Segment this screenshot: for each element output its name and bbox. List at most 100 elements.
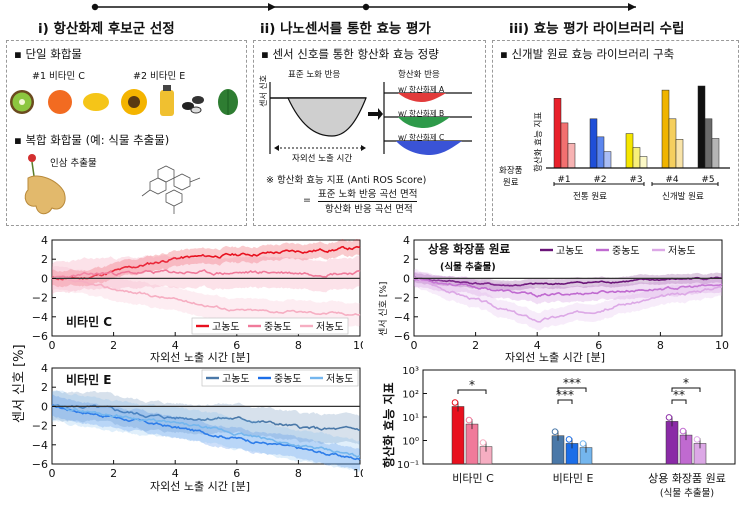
significance-mark: * [469, 378, 475, 392]
legend-label-3: 저농도 [668, 245, 696, 257]
significance-mark: * [683, 376, 689, 390]
kiwi-icon [10, 90, 34, 114]
ratio-denominator: 항산화 반응 곡선 면적 [325, 204, 413, 215]
data-point [579, 440, 587, 447]
library-bar-4-3 [675, 139, 684, 169]
x-tick-label: 2 [472, 339, 479, 352]
x-tick-label: 8 [657, 339, 664, 352]
x-tick-label: 2 [110, 339, 117, 352]
x-tick-label: 2 [110, 467, 117, 480]
efficacy-bar-3-1 [665, 421, 679, 465]
bar-y-tick-label: 10⁰ [402, 437, 419, 448]
library-bar-chart: #1 #2 #3 #4 #5 [546, 85, 730, 185]
legend-box [201, 369, 359, 387]
group-brackets [553, 182, 719, 186]
y-tick-label: −4 [32, 311, 48, 324]
library-bar-4-1 [661, 89, 670, 169]
lemon-icon [83, 93, 109, 111]
shared-y-axis-label: 센서 신호 [%] [12, 344, 27, 423]
library-bar-3-1 [625, 133, 634, 169]
y-tick-label: −4 [394, 311, 410, 324]
x-tick-label: 8 [295, 339, 302, 352]
sunflower-icon [121, 89, 147, 115]
series-band-1 [52, 390, 360, 445]
library-bar-2-2 [596, 136, 605, 169]
y-tick-label: −4 [32, 439, 48, 452]
significance-bracket [557, 387, 587, 392]
series-line-3 [413, 276, 723, 323]
library-category-label: #5 [701, 175, 714, 185]
new-group-label: 신개발 원료 [662, 192, 704, 202]
x-tick-label: 4 [172, 467, 179, 480]
efficacy-bar-1-1 [451, 406, 465, 465]
library-panel [492, 40, 739, 226]
x-tick-label: 8 [295, 467, 302, 480]
spinach-icon [218, 89, 238, 115]
plot-frame [413, 239, 723, 337]
x-tick-label: 6 [595, 339, 602, 352]
library-bar-3-2 [632, 147, 641, 169]
vitamin-e-chart-title: 비타민 E [66, 373, 112, 387]
ginseng-label: 인삼 추출물 [50, 158, 97, 169]
data-point [665, 414, 673, 421]
y-tick-label: 4 [403, 236, 410, 247]
significance-bracket [557, 399, 573, 404]
vitamin-c-label: #1 비타민 C [32, 71, 85, 82]
library-bar-2-1 [589, 118, 598, 169]
antioxidant-response-label: 항산화 반응 [398, 70, 440, 80]
y-tick-label: 0 [403, 272, 410, 285]
legend-label-1: 고농도 [222, 373, 250, 385]
x-tick-label: 6 [233, 467, 240, 480]
library-bar-5-3 [711, 138, 720, 169]
y-tick-label: 4 [41, 364, 48, 375]
significance-mark: *** [563, 376, 581, 390]
traditional-group-label: 전통 원료 [573, 192, 607, 202]
legend-label-2: 중농도 [274, 373, 302, 385]
efficacy-bar-1-2 [465, 423, 479, 465]
plot-frame [51, 367, 361, 465]
series-line-2 [51, 404, 361, 461]
series-band-3 [52, 266, 360, 327]
data-point [551, 428, 559, 436]
orange-icon [48, 90, 72, 114]
y-tick-label: −6 [32, 458, 48, 471]
y-tick-label: 2 [41, 381, 48, 394]
y-tick-label: 2 [403, 253, 410, 266]
seeds-icon [182, 96, 204, 114]
bar-y-tick-label: 10¹ [402, 413, 419, 424]
plot-frame [51, 239, 361, 337]
bar-category-sublabel: (식물 추출물) [660, 488, 714, 499]
y-tick-label: 2 [41, 253, 48, 266]
series-line-3 [51, 404, 361, 458]
series-band-2 [52, 394, 360, 471]
with-antioxidant-c: w/ 항산화제 C [398, 133, 445, 142]
x-tick-label: 0 [49, 339, 56, 352]
with-antioxidant-b: w/ 항산화제 B [398, 109, 445, 118]
significance-mark: *** [556, 388, 574, 402]
x-tick-label: 10 [715, 339, 729, 352]
y-tick-label: 0 [41, 400, 48, 413]
series-line-3 [51, 276, 361, 317]
series-band-1 [414, 272, 722, 291]
library-bar-5-1 [697, 85, 706, 169]
library-category-label: #4 [665, 175, 679, 185]
x-tick-label: 10 [353, 467, 363, 480]
legend-label-3: 저농도 [316, 321, 344, 333]
y-tick-label: −2 [394, 292, 410, 305]
step-3-title: iii) 효능 평가 라이브러리 수립 [509, 21, 685, 37]
significance-bracket [671, 387, 701, 392]
legend-label-2: 중농도 [612, 245, 640, 257]
library-bar-1-2 [560, 122, 569, 169]
series-band-3 [52, 390, 360, 473]
bar-category-label: 비타민 C [452, 472, 494, 485]
step-arrow-line [91, 3, 636, 11]
legend-box [191, 317, 349, 335]
complex-compound-heading: ▪ 복합 화합물 (예: 식물 추출물) [14, 133, 170, 147]
data-point [479, 439, 487, 446]
series-band-2 [52, 254, 360, 295]
library-category-label: #2 [593, 175, 606, 185]
bar-category-label: 비타민 E [553, 472, 594, 485]
